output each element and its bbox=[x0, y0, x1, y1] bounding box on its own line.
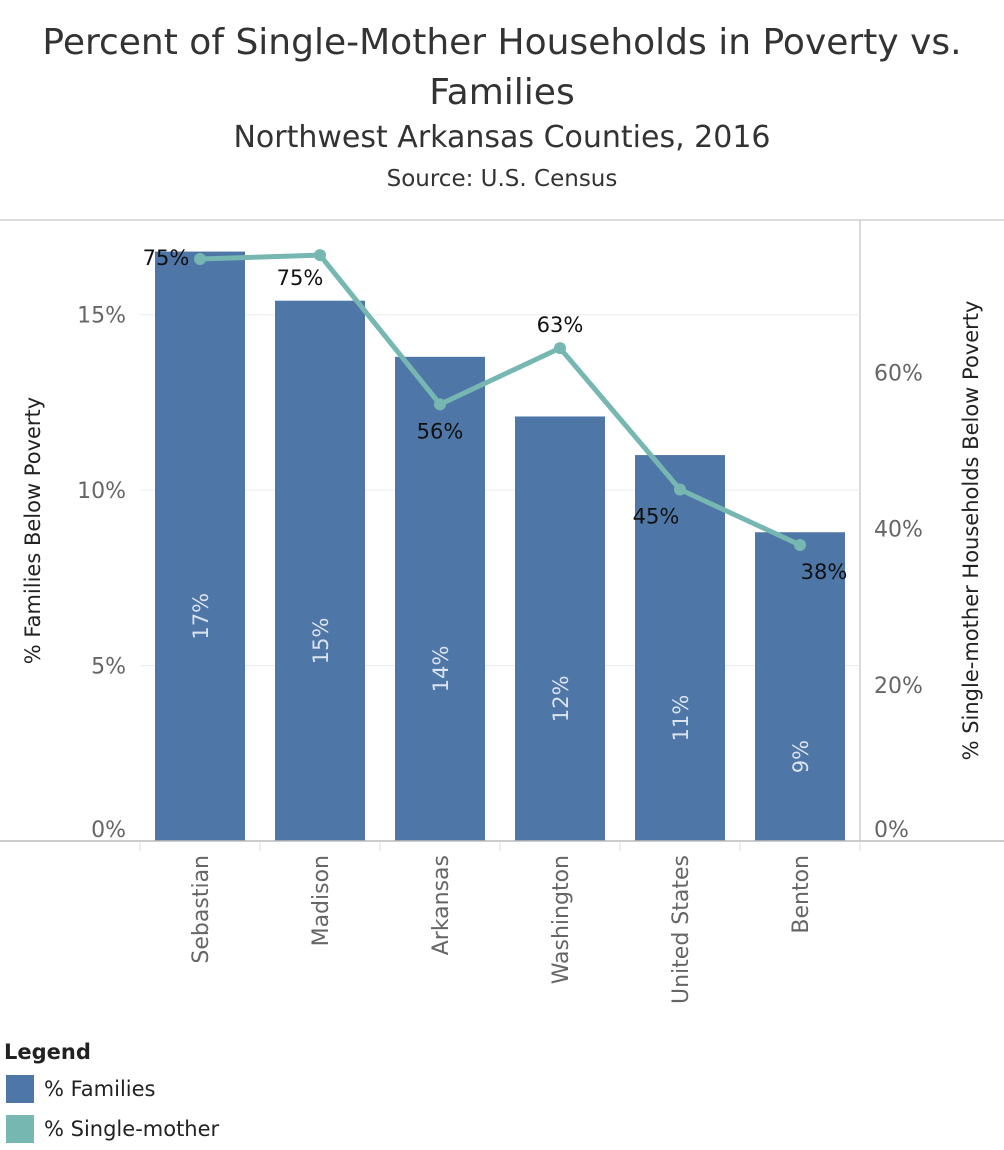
bar bbox=[155, 251, 245, 841]
legend-item-single-mother: % Single-mother bbox=[6, 1115, 219, 1143]
legend-swatch-single-mother bbox=[6, 1115, 34, 1143]
chart-source: Source: U.S. Census bbox=[386, 166, 618, 192]
line-value-label: 75% bbox=[143, 246, 190, 270]
y-tick-label: 15% bbox=[77, 304, 126, 329]
legend-swatch-families bbox=[6, 1075, 34, 1103]
line-value-label: 63% bbox=[537, 313, 584, 337]
line-point bbox=[554, 342, 566, 355]
bar-value-label: 12% bbox=[549, 675, 573, 722]
y2-tick-label: 40% bbox=[874, 518, 923, 543]
y-tick-label: 10% bbox=[77, 479, 126, 504]
y-axis-title: % Families Below Poverty bbox=[21, 397, 45, 664]
bar-value-label: 11% bbox=[669, 695, 693, 742]
line-point bbox=[434, 398, 446, 411]
y-tick-label: 5% bbox=[91, 655, 126, 680]
bar bbox=[515, 416, 605, 841]
y2-tick-label: 20% bbox=[874, 674, 923, 699]
y2-tick-label: 60% bbox=[874, 361, 923, 386]
x-tick-label: Arkansas bbox=[429, 855, 454, 955]
line-value-label: 75% bbox=[277, 266, 324, 290]
bar-value-label: 17% bbox=[189, 593, 213, 640]
bar bbox=[755, 532, 845, 841]
x-tick-label: Sebastian bbox=[189, 855, 214, 964]
y-tick-label: 0% bbox=[91, 818, 126, 843]
line-value-label: 56% bbox=[417, 419, 464, 443]
y2-axis-title: % Single-mother Households Below Poverty bbox=[959, 301, 983, 761]
bar bbox=[275, 300, 365, 841]
x-tick-label: Benton bbox=[789, 855, 814, 934]
chart-subtitle: Northwest Arkansas Counties, 2016 bbox=[233, 120, 771, 155]
bar bbox=[635, 455, 725, 841]
line-point bbox=[794, 538, 806, 551]
line-series bbox=[197, 252, 803, 548]
bar-value-label: 14% bbox=[429, 646, 453, 693]
bar-value-label: 15% bbox=[309, 618, 333, 665]
legend-title: Legend bbox=[4, 1040, 91, 1064]
x-tick-label: Washington bbox=[549, 855, 574, 984]
bar bbox=[395, 356, 485, 841]
legend-label-families: % Families bbox=[44, 1077, 156, 1101]
legend-item-families: % Families bbox=[6, 1075, 155, 1103]
chart-title: Percent of Single-Mother Households in P… bbox=[42, 22, 962, 113]
x-tick-label: Madison bbox=[309, 855, 334, 946]
line-point bbox=[674, 483, 686, 496]
y2-tick-label: 0% bbox=[874, 818, 909, 843]
legend-label-single-mother: % Single-mother bbox=[44, 1117, 220, 1141]
line-value-label: 45% bbox=[633, 504, 680, 528]
bar-value-label: 9% bbox=[789, 740, 813, 773]
x-tick-label: United States bbox=[669, 855, 694, 1004]
line-point bbox=[314, 249, 326, 262]
line-point bbox=[194, 253, 206, 266]
line-value-label: 38% bbox=[801, 560, 848, 584]
combo-chart: 0% 5% 10% 15% 0% 20% 40% 60% % Families Below Po… bbox=[0, 219, 1004, 1004]
